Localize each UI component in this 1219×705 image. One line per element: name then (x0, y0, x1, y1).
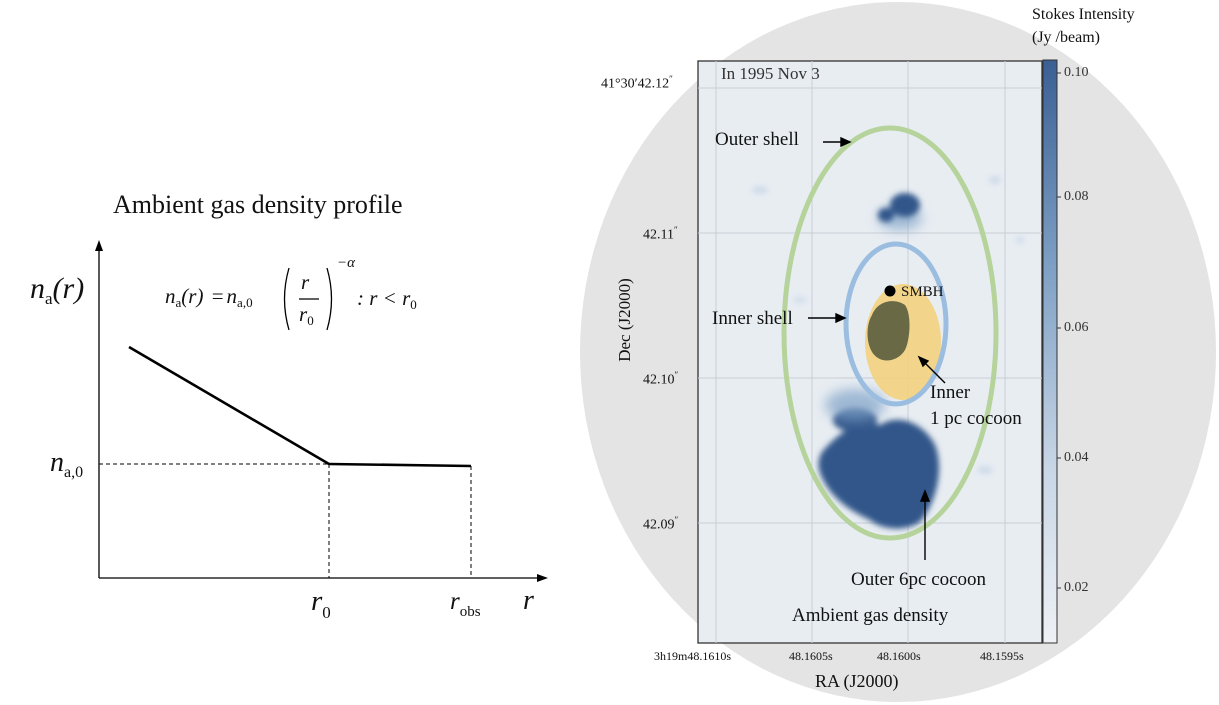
faint-emission (752, 176, 1025, 474)
dec-tick-2: 42.11″ (643, 225, 678, 243)
density-profile-plot (95, 240, 548, 582)
colorbar-title-line1: Stokes Intensity (1032, 6, 1135, 23)
outer-shell (781, 125, 999, 541)
y-axis-label: na(r) (30, 272, 85, 308)
colorbar-title-line2: (Jy /beam) (1032, 29, 1100, 46)
map-grid (698, 61, 1042, 643)
x-axis-arrow (537, 574, 548, 582)
inner-cocoon-label-line1: Inner (930, 382, 971, 403)
formula-condition: : r < r0 (357, 286, 417, 312)
formula-numerator: r (301, 270, 310, 294)
left-panel-title: Ambient gas density profile (113, 190, 403, 219)
outer-cocoon-label: Outer 6pc cocoon (851, 569, 987, 590)
colorbar-tick-label: 0.10 (1064, 65, 1089, 80)
power-law-segment (128, 345, 330, 466)
ra-tick-2: 48.1605s (789, 649, 833, 663)
x-axis-label: r (523, 585, 534, 616)
robs-label: robs (450, 588, 481, 620)
dec-tick-3: 42.10″ (643, 370, 679, 388)
na0-label: na,0 (50, 447, 84, 481)
colorbar-tick-label: 0.02 (1064, 580, 1089, 595)
dec-tick-4: 42.09″ (643, 515, 679, 533)
annotation-arrows (808, 136, 946, 560)
y-axis-arrow (95, 240, 103, 251)
formula-exponent: −α (337, 255, 355, 271)
dec-tick-1: 41°30′42.12″ (601, 74, 673, 92)
smbh-marker (884, 285, 896, 297)
dec-axis-label: Dec (J2000) (615, 278, 634, 362)
ra-tick-3: 48.1600s (877, 649, 921, 663)
ra-tick-4: 48.1595s (980, 649, 1024, 663)
epoch-label: In 1995 Nov 3 (721, 64, 820, 83)
radio-map-figure (580, 2, 1216, 702)
formula-parentheses (283, 267, 333, 331)
colorbar-tick-label: 0.08 (1064, 189, 1089, 204)
colorbar-tick-label: 0.04 (1064, 450, 1089, 465)
smbh-label: SMBH (901, 284, 944, 300)
ra-axis-label: RA (J2000) (815, 671, 899, 691)
inner-cocoon-label-line2: 1 pc cocoon (930, 408, 1022, 429)
ra-tick-1: 3h19m48.1610s (654, 649, 732, 663)
colorbar-ticks (1057, 72, 1061, 589)
outer-shell-label: Outer shell (715, 129, 799, 150)
flat-segment (328, 462, 472, 468)
inner-shell-label: Inner shell (712, 308, 793, 329)
inner-shell (843, 241, 949, 407)
inner-dark-emission (867, 301, 910, 361)
formula-denominator: r0 (299, 302, 314, 328)
colorbar-tick-label: 0.06 (1064, 320, 1089, 335)
ambient-gas-label: Ambient gas density (792, 605, 949, 626)
r0-label: r0 (311, 585, 331, 622)
colorbar (1042, 59, 1058, 644)
north-knot-emission (878, 193, 920, 222)
